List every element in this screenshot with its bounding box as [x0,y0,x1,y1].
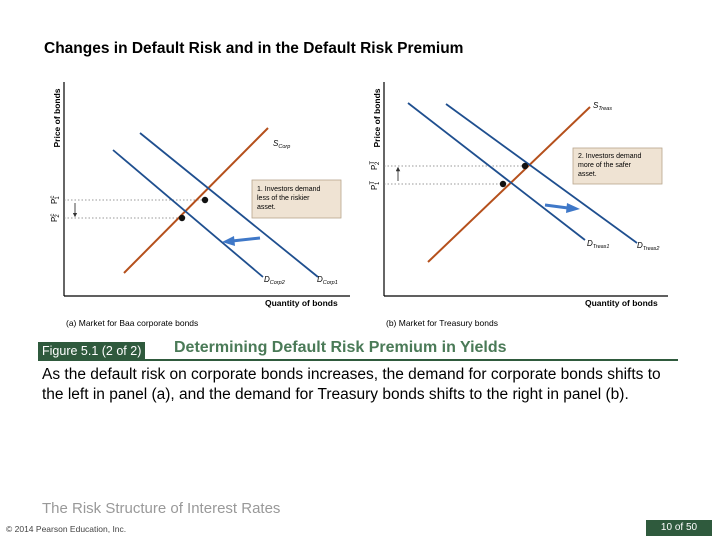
panel-a-x-axis-label: Quantity of bonds [265,298,338,308]
panel-a: Price of bonds Quantity of bonds (a) Mar… [50,82,350,328]
panel-a-p2-label: Pc2 [50,214,61,222]
panel-a-supply-label: SCorp [273,139,290,150]
panel-b-supply-curve [427,106,591,263]
figure-tag: Figure 5.1 (2 of 2) [38,342,146,360]
panel-b-p1-label: PT1 [370,181,381,190]
copyright: © 2014 Pearson Education, Inc. [6,524,127,534]
panel-b-shift-arrowhead [566,203,580,213]
panel-a-shift-arrow [231,236,261,243]
panel-b-caption: (b) Market for Treasury bonds [386,318,498,328]
panel-b-d1-label: DTreas1 [587,239,610,250]
panel-b-note: 2. Investors demand more of the safer as… [578,153,643,178]
panel-a-demand-curve-1 [139,132,319,278]
panel-a-shift-arrowhead [222,236,235,246]
panel-a-demand-curve-2 [112,149,264,278]
panel-a-p1-label: Pc1 [50,196,61,204]
panel-a-supply-curve [123,127,269,274]
panel-b: Price of bonds Quantity of bonds (b) Mar… [370,82,668,328]
panel-b-note-box [572,147,663,185]
panel-b-equilibrium-2 [521,162,529,170]
panel-b-y-axis-label: Price of bonds [372,88,382,147]
panel-b-shift-arrow [544,203,569,210]
panel-b-equilibrium-1 [499,180,507,188]
figure-caption: As the default risk on corporate bonds i… [42,366,661,403]
panel-b-p2-label: PT2 [370,161,381,170]
page-number: 10 of 50 [646,520,712,536]
panel-a-y-axis-label: Price of bonds [52,88,62,147]
panel-a-equilibrium-1 [201,196,209,204]
figure-heading: Determining Default Risk Premium in Yiel… [174,339,507,356]
panel-a-caption: (a) Market for Baa corporate bonds [66,318,198,328]
panel-b-supply-label: STreas [593,101,612,112]
panel-b-x-axis-label: Quantity of bonds [585,298,658,308]
panel-b-d2-label: DTreas2 [637,241,660,252]
slide-title: Changes in Default Risk and in the Defau… [44,40,464,57]
panel-a-equilibrium-2 [178,214,186,222]
heading-rule [38,359,678,361]
panel-a-note: 1. Investors demand less of the riskier … [257,186,322,211]
panel-b-demand-curve-2 [445,103,638,244]
panel-a-note-box [251,179,342,219]
footer-title: The Risk Structure of Interest Rates [42,500,281,517]
panel-a-d1-label: DCorp1 [317,275,338,286]
panel-b-demand-curve-1 [407,102,586,241]
panel-a-d2-label: DCorp2 [264,275,285,286]
